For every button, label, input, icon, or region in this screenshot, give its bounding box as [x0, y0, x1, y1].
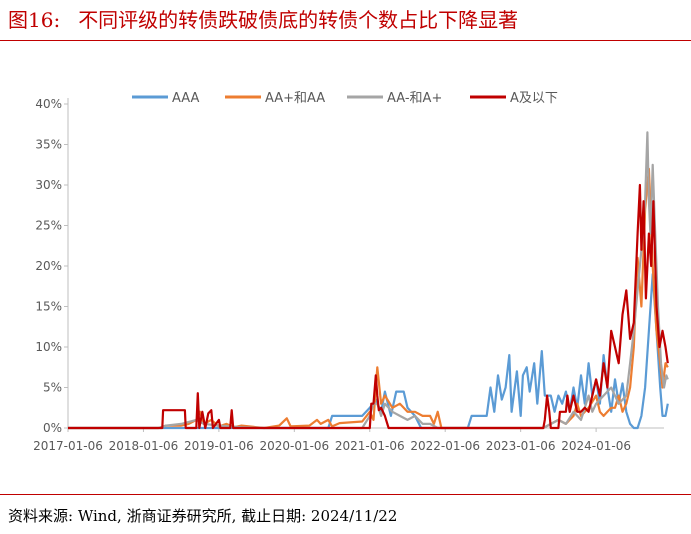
y-axis: 0% 5% 10% 15% 20% 25% 30% 35% 40% [35, 97, 69, 435]
x-tick-label: 2017-01-06 [33, 439, 103, 453]
footer-divider [0, 494, 691, 495]
x-tick-label: 2018-01-06 [109, 439, 179, 453]
series-line-2 [68, 167, 669, 430]
x-tick-label: 2019-01-06 [184, 439, 254, 453]
x-tick-label: 2020-01-06 [259, 439, 329, 453]
legend-label-4: A及以下 [510, 91, 558, 106]
y-tick-label: 30% [35, 178, 62, 192]
plot-area [68, 131, 669, 430]
x-tick-label: 2021-01-06 [335, 439, 405, 453]
x-tick-label: 2022-01-06 [410, 439, 480, 453]
legend-label-3: AA-和A+ [387, 91, 442, 106]
figure-number: 图16: [8, 8, 61, 32]
y-tick-label: 40% [35, 97, 62, 111]
x-axis: 2017-01-06 2018-01-06 2019-01-06 2020-01-06… [33, 427, 664, 453]
y-tick-label: 10% [35, 340, 62, 354]
y-tick-label: 5% [43, 381, 62, 395]
figure-title-text: 不同评级的转债跌破债底的转债个数占比下降显著 [78, 8, 519, 32]
legend-label-1: AAA [172, 91, 200, 106]
y-tick-label: 0% [43, 421, 62, 435]
x-tick-label: 2024-01-06 [561, 439, 631, 453]
x-tick-label: 2023-01-06 [486, 439, 556, 453]
series-line-4 [68, 183, 669, 430]
source-note: 资料来源: Wind, 浙商证券研究所, 截止日期: 2024/11/22 [8, 507, 398, 525]
chart-title: 图16: 不同评级的转债跌破债底的转债个数占比下降显著 [8, 4, 518, 33]
title-divider [0, 40, 691, 41]
legend-label-2: AA+和AA [265, 91, 325, 106]
line-chart: AAA AA+和AA AA-和A+ A及以下 0% 5% 10% 15% 20% 25% 30% 3… [33, 91, 669, 453]
y-tick-label: 25% [35, 219, 62, 233]
y-tick-label: 20% [35, 259, 62, 273]
y-tick-label: 15% [35, 300, 62, 314]
legend: AAA AA+和AA AA-和A+ A及以下 [132, 91, 558, 106]
y-tick-label: 35% [35, 138, 62, 152]
series-line-3 [68, 131, 669, 430]
